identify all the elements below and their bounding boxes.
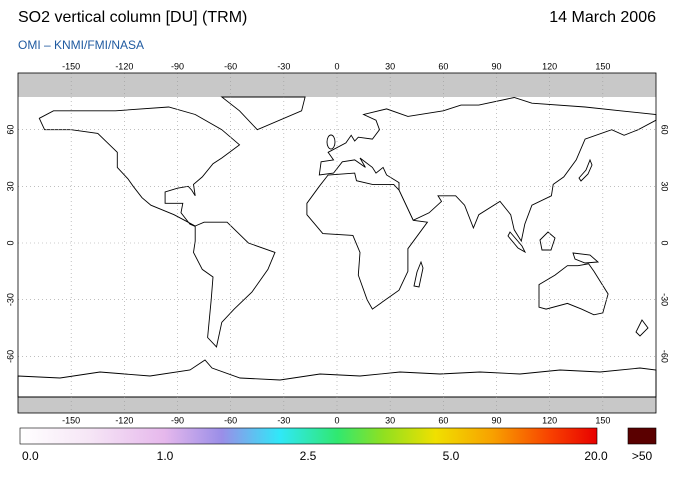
greenland	[220, 96, 306, 131]
lon-tick-label-top: 0	[334, 61, 339, 71]
lon-tick-label-top: -90	[171, 61, 184, 71]
lon-tick-label-bottom: -60	[224, 415, 237, 425]
lon-tick-label-top: -30	[277, 61, 290, 71]
new-guinea	[572, 252, 600, 264]
lon-tick-label-top: 60	[438, 61, 448, 71]
sumatra	[507, 231, 527, 254]
colorbar-label: 5.0	[443, 449, 460, 463]
lat-tick-label-right: 0	[660, 240, 670, 245]
eurasia	[318, 97, 657, 243]
colorbar-overflow	[627, 427, 657, 445]
africa	[306, 172, 429, 310]
date: 14 March 2006	[549, 9, 656, 26]
lon-tick-label-bottom: 120	[542, 415, 557, 425]
colorbar-label: 1.0	[157, 449, 174, 463]
lon-tick-label-top: 30	[385, 61, 395, 71]
lon-tick-label-top: -120	[115, 61, 133, 71]
map	[17, 72, 657, 414]
lon-tick-label-bottom: -90	[171, 415, 184, 425]
lat-tick-label-right: 60	[660, 125, 670, 135]
north-america	[38, 106, 241, 229]
colorbar-gradient	[19, 427, 598, 445]
title: SO2 vertical column [DU] (TRM)	[18, 9, 247, 26]
south-america	[193, 221, 276, 348]
colorbar-label: 2.5	[300, 449, 317, 463]
lat-tick-label-right: -60	[660, 350, 670, 363]
lon-tick-label-top: 150	[595, 61, 610, 71]
lat-tick-label-left: 60	[5, 125, 15, 135]
graticule	[18, 73, 656, 413]
lat-tick-label-right: 30	[660, 181, 670, 191]
lat-tick-label-left: 30	[5, 181, 15, 191]
antarctica	[17, 359, 657, 398]
lon-tick-label-bottom: 90	[491, 415, 501, 425]
lon-tick-label-bottom: -30	[277, 415, 290, 425]
colorbar-label: 20.0	[584, 449, 608, 463]
madagascar	[413, 260, 424, 288]
coastlines	[17, 96, 657, 398]
lon-tick-label-top: 120	[542, 61, 557, 71]
new-zealand	[635, 319, 649, 337]
lon-tick-label-top: -150	[62, 61, 80, 71]
lat-tick-label-left: -30	[5, 293, 15, 306]
lon-tick-label-bottom: -150	[62, 415, 80, 425]
japan	[578, 158, 593, 182]
colorbar: 0.0 1.0 2.5 5.0 20.0 >50	[19, 427, 657, 463]
lon-tick-label-top: 90	[491, 61, 501, 71]
lon-tick-label-bottom: 60	[438, 415, 448, 425]
source: OMI – KNMI/FMI/NASA	[18, 38, 144, 52]
colorbar-label: 0.0	[22, 449, 39, 463]
lat-tick-label-right: -30	[660, 293, 670, 306]
great-britain	[326, 134, 336, 150]
lon-tick-label-bottom: 150	[595, 415, 610, 425]
borneo	[539, 231, 556, 251]
lat-tick-label-left: -60	[5, 350, 15, 363]
australia	[538, 263, 609, 316]
map-frame	[17, 72, 657, 414]
lon-tick-label-bottom: 0	[334, 415, 339, 425]
lon-tick-label-bottom: -120	[115, 415, 133, 425]
colorbar-overflow-label: >50	[632, 449, 653, 463]
lon-tick-label-bottom: 30	[385, 415, 395, 425]
lon-tick-label-top: -60	[224, 61, 237, 71]
lat-tick-label-left: 0	[5, 240, 15, 245]
